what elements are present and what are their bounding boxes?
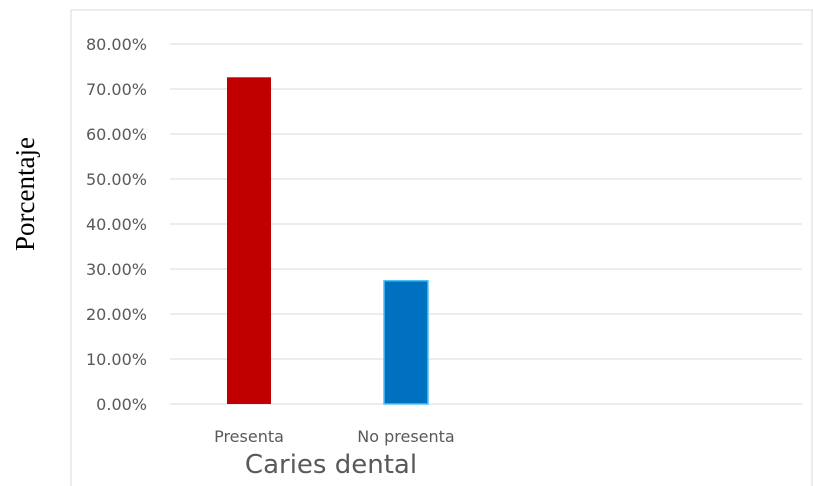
- y-tick-label-4: 40.00%: [86, 215, 147, 234]
- y-tick-label-6: 60.00%: [86, 125, 147, 144]
- bar-no-presenta: [383, 279, 429, 405]
- x-tick-labels: Presenta No presenta: [214, 427, 455, 446]
- x-tick-label-0: Presenta: [214, 427, 284, 446]
- x-tick-label-1: No presenta: [357, 427, 454, 446]
- y-tick-labels: 0.00% 10.00% 20.00% 30.00% 40.00% 50.00% 60.00…: [86, 35, 147, 414]
- x-axis-label: Caries dental: [245, 450, 417, 480]
- y-tick-label-5: 50.00%: [86, 170, 147, 189]
- y-tick-label-0: 0.00%: [96, 395, 147, 414]
- y-tick-label-2: 20.00%: [86, 305, 147, 324]
- y-tick-label-7: 70.00%: [86, 80, 147, 99]
- bar-presenta: [227, 77, 271, 405]
- gridlines: [170, 43, 802, 405]
- y-tick-label-3: 30.00%: [86, 260, 147, 279]
- y-axis-label: Porcentaje: [10, 137, 40, 251]
- bars: [227, 77, 429, 405]
- y-tick-label-1: 10.00%: [86, 350, 147, 369]
- y-tick-label-8: 80.00%: [86, 35, 147, 54]
